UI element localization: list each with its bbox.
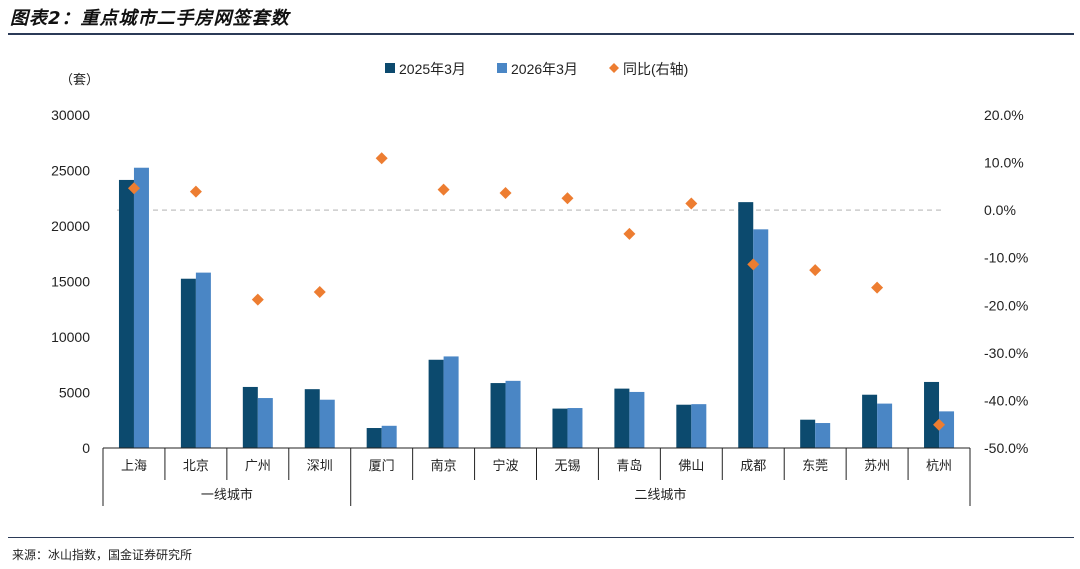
y-right-tick-label: 20.0% [984, 107, 1024, 123]
bar-2025-03 [180, 278, 196, 448]
bar-2025-03 [552, 408, 568, 448]
yoy-marker [437, 183, 450, 196]
bar-2026-03 [133, 167, 149, 448]
y-left-tick-label: 15000 [51, 274, 90, 290]
x-category-label: 广州 [245, 459, 271, 474]
legend-swatch-0 [385, 63, 395, 73]
bar-2026-03 [195, 272, 211, 448]
yoy-marker [313, 285, 326, 298]
yoy-marker [375, 152, 388, 165]
source-note: 来源：冰山指数，国金证券研究所 [12, 548, 193, 562]
yoy-marker [499, 187, 512, 200]
x-category-label: 厦门 [369, 459, 395, 474]
bar-2025-03 [428, 359, 444, 448]
x-category-label: 成都 [740, 459, 766, 474]
source-divider [8, 537, 1074, 538]
bar-2026-03 [753, 229, 769, 448]
yoy-marker [933, 418, 946, 431]
x-category-label: 苏州 [864, 458, 890, 474]
bar-2026-03 [629, 391, 645, 448]
y-left-ticks: 0 5000 10000 15000 20000 25000 30000 [51, 107, 90, 456]
x-group-label: 二线城市 [634, 487, 686, 503]
bar-2025-03 [366, 428, 382, 448]
y-right-ticks: -50.0% -40.0% -30.0% -20.0% -10.0% 0.0% 10.0% 2… [984, 107, 1028, 456]
y-right-tick-label: -10.0% [984, 250, 1028, 266]
bar-2025-03 [614, 388, 630, 448]
bar-2026-03 [443, 356, 459, 448]
bar-2025-03 [242, 386, 258, 448]
y-left-tick-label: 5000 [59, 385, 90, 401]
bar-2026-03 [939, 411, 955, 448]
legend-label: 2025年3月 [399, 61, 466, 77]
legend-swatch-1 [497, 63, 507, 73]
y-left-tick-label: 25000 [51, 163, 90, 179]
yoy-marker [747, 258, 760, 271]
y-left-tick-label: 0 [82, 440, 90, 456]
bar-2026-03 [319, 399, 335, 448]
bar-2026-03 [691, 404, 707, 448]
chart: 2025年3月 2026年3月 同比(右轴) （套） 0 5000 10000 15000… [51, 61, 1028, 506]
bar-2026-03 [257, 398, 273, 448]
bar-2025-03 [738, 202, 754, 448]
y-axis-unit: （套） [60, 72, 99, 88]
legend-label: 同比(右轴) [623, 61, 688, 77]
bar-2025-03 [800, 419, 816, 448]
x-category-label: 杭州 [926, 459, 952, 474]
yoy-marker [127, 182, 140, 195]
page-title: 图表2：重点城市二手房网签套数 [10, 8, 290, 29]
x-category-label: 东莞 [802, 459, 828, 474]
y-left-tick-label: 20000 [51, 218, 90, 234]
x-category-label: 南京 [431, 458, 457, 474]
legend-swatch-2 [609, 63, 619, 73]
x-category-label: 无锡 [554, 459, 580, 474]
x-category-label: 青岛 [616, 458, 642, 474]
bar-2025-03 [490, 383, 506, 448]
bar-2026-03 [815, 423, 831, 448]
x-group-label: 一线城市 [201, 487, 253, 503]
bar-2025-03 [862, 394, 878, 448]
bar-2025-03 [118, 179, 134, 448]
bar-2025-03 [676, 404, 692, 448]
bar-2026-03 [505, 380, 521, 448]
x-category-label: 佛山 [678, 459, 704, 474]
yoy-marker [189, 185, 202, 198]
bar-2025-03 [924, 381, 940, 448]
bar-2026-03 [381, 425, 397, 448]
yoy-marker [251, 293, 264, 306]
bar-2025-03 [304, 389, 320, 448]
title-divider [8, 33, 1074, 35]
x-category-label: 北京 [183, 459, 209, 474]
y-left-tick-label: 30000 [51, 107, 90, 123]
y-right-tick-label: -40.0% [984, 392, 1028, 408]
yoy-marker [809, 264, 822, 277]
bar-2026-03 [567, 408, 583, 448]
legend-label: 2026年3月 [511, 61, 578, 77]
y-right-tick-label: -30.0% [984, 345, 1028, 361]
y-left-tick-label: 10000 [51, 329, 90, 345]
yoy-marker [561, 192, 574, 205]
x-category-label: 上海 [121, 459, 147, 474]
bar-2026-03 [877, 403, 893, 448]
yoy-marker [871, 281, 884, 294]
x-category-label: 深圳 [307, 459, 333, 474]
y-right-tick-label: -20.0% [984, 297, 1028, 313]
y-right-tick-label: 10.0% [984, 155, 1024, 171]
legend: 2025年3月 2026年3月 同比(右轴) [385, 61, 688, 77]
yoy-marker [623, 227, 636, 240]
yoy-marker [685, 197, 698, 210]
x-category-label: 宁波 [493, 458, 519, 474]
bars [118, 167, 955, 448]
yoy-markers [127, 152, 946, 431]
y-right-tick-label: -50.0% [984, 440, 1028, 456]
y-right-tick-label: 0.0% [984, 202, 1016, 218]
